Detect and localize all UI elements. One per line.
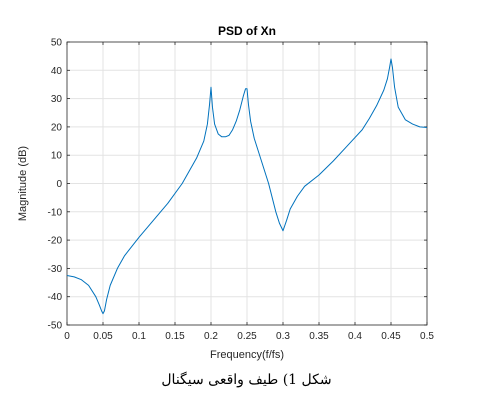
x-tick-label: 0.5 bbox=[420, 331, 434, 342]
x-tick-label: 0.4 bbox=[348, 331, 362, 342]
x-tick-label: 0 bbox=[64, 331, 70, 342]
y-tick-label: -50 bbox=[48, 321, 63, 332]
x-tick-label: 0.3 bbox=[276, 331, 290, 342]
x-axis-label: Frequency(f/fs) bbox=[210, 349, 284, 361]
y-tick-label: -20 bbox=[48, 236, 63, 247]
axis-ticks: 0 0.05 0.1 0.15 0.2 0.25 0.3 0.35 0.4 0.45 0.5 -50 -… bbox=[48, 38, 435, 343]
chart-title: PSD of Xn bbox=[218, 24, 276, 38]
plot-area bbox=[66, 58, 428, 315]
y-tick-label: 50 bbox=[51, 38, 63, 49]
y-tick-label: -40 bbox=[48, 292, 63, 303]
x-tick-label: 0.25 bbox=[237, 331, 257, 342]
y-tick-label: 10 bbox=[51, 151, 63, 162]
grid-lines bbox=[67, 42, 427, 325]
y-tick-label: 0 bbox=[56, 179, 62, 190]
x-tick-label: 0.35 bbox=[309, 331, 329, 342]
x-tick-label: 0.2 bbox=[204, 331, 218, 342]
x-tick-label: 0.05 bbox=[93, 331, 113, 342]
y-tick-label: 40 bbox=[51, 66, 63, 77]
figure-caption: شکل 1) طیف واقعی سیگنال bbox=[161, 372, 332, 388]
x-tick-label: 0.1 bbox=[132, 331, 146, 342]
y-tick-label: -30 bbox=[48, 264, 63, 275]
x-tick-label: 0.45 bbox=[381, 331, 401, 342]
psd-series-line bbox=[66, 58, 428, 315]
y-axis-label: Magnitude (dB) bbox=[17, 146, 29, 221]
y-tick-label: -10 bbox=[48, 207, 63, 218]
x-tick-label: 0.15 bbox=[165, 331, 185, 342]
y-tick-label: 20 bbox=[51, 122, 63, 133]
y-tick-label: 30 bbox=[51, 94, 63, 105]
